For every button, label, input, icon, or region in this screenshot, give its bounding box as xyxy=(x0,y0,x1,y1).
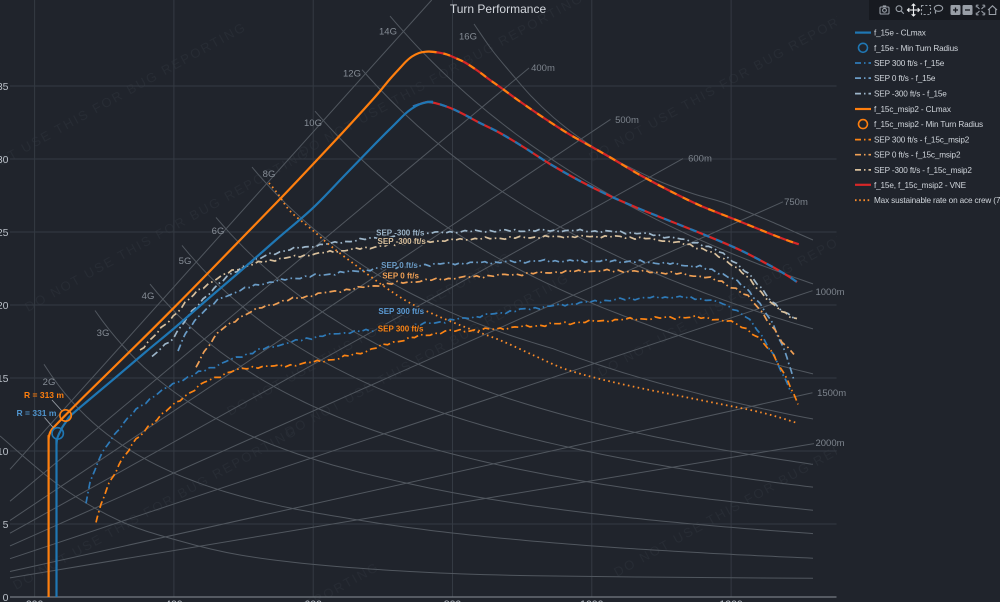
svg-text:12G: 12G xyxy=(343,69,361,80)
svg-text:Turn Performance: Turn Performance xyxy=(450,2,547,16)
svg-text:SEP -300 ft/s - f_15c_msip2: SEP -300 ft/s - f_15c_msip2 xyxy=(874,166,972,175)
svg-text:400m: 400m xyxy=(531,63,555,74)
svg-text:750m: 750m xyxy=(784,197,808,208)
svg-text:1000: 1000 xyxy=(580,599,604,602)
svg-text:2000m: 2000m xyxy=(815,438,844,449)
svg-text:400: 400 xyxy=(165,599,183,602)
svg-text:35: 35 xyxy=(0,81,9,93)
svg-text:SEP 300 ft/s - f_15e: SEP 300 ft/s - f_15e xyxy=(874,59,945,68)
svg-text:SEP -300 ft/s: SEP -300 ft/s xyxy=(378,237,427,246)
svg-text:5: 5 xyxy=(3,519,9,531)
svg-text:15: 15 xyxy=(0,373,9,385)
svg-text:4G: 4G xyxy=(142,291,155,302)
svg-text:16G: 16G xyxy=(459,32,477,43)
svg-text:10: 10 xyxy=(0,446,9,458)
svg-text:SEP 0 ft/s: SEP 0 ft/s xyxy=(381,261,418,270)
svg-text:600: 600 xyxy=(304,599,322,602)
svg-text:0: 0 xyxy=(3,592,9,602)
svg-text:f_15e - Min Turn Radius: f_15e - Min Turn Radius xyxy=(874,44,958,53)
svg-text:200: 200 xyxy=(26,599,44,602)
svg-text:SEP 0 ft/s: SEP 0 ft/s xyxy=(382,272,419,281)
svg-text:SEP -300 ft/s - f_15e: SEP -300 ft/s - f_15e xyxy=(874,90,947,99)
svg-text:R = 313 m: R = 313 m xyxy=(24,390,64,400)
svg-text:30: 30 xyxy=(0,154,9,166)
svg-text:SEP 300 ft/s: SEP 300 ft/s xyxy=(378,325,424,334)
svg-text:2G: 2G xyxy=(43,377,56,388)
svg-text:500m: 500m xyxy=(615,115,639,126)
svg-text:1500m: 1500m xyxy=(817,388,846,399)
svg-text:f_15c_msip2 - Min Turn Radius: f_15c_msip2 - Min Turn Radius xyxy=(874,120,983,129)
svg-text:25: 25 xyxy=(0,227,9,239)
svg-text:14G: 14G xyxy=(379,27,397,38)
svg-text:800: 800 xyxy=(444,599,462,602)
svg-text:SEP -300 ft/s: SEP -300 ft/s xyxy=(376,229,425,238)
svg-text:SEP 300 ft/s - f_15c_msip2: SEP 300 ft/s - f_15c_msip2 xyxy=(874,136,970,145)
svg-text:20: 20 xyxy=(0,300,9,312)
svg-text:SEP 0 ft/s - f_15c_msip2: SEP 0 ft/s - f_15c_msip2 xyxy=(874,151,961,160)
svg-text:Max sustainable rate on ace cr: Max sustainable rate on ace crew (7.5G s… xyxy=(874,196,1000,205)
svg-text:6G: 6G xyxy=(212,226,225,237)
svg-text:600m: 600m xyxy=(688,154,712,165)
svg-text:f_15e, f_15c_msip2 - VNE: f_15e, f_15c_msip2 - VNE xyxy=(874,181,967,190)
svg-text:SEP 0 ft/s - f_15e: SEP 0 ft/s - f_15e xyxy=(874,74,936,83)
svg-text:R = 331 m: R = 331 m xyxy=(17,408,57,418)
svg-text:f_15e - CLmax: f_15e - CLmax xyxy=(874,29,926,38)
svg-text:5G: 5G xyxy=(179,256,192,267)
svg-text:f_15c_msip2 - CLmax: f_15c_msip2 - CLmax xyxy=(874,105,951,114)
svg-text:1000m: 1000m xyxy=(815,287,844,298)
svg-text:8G: 8G xyxy=(263,169,276,180)
svg-text:10G: 10G xyxy=(304,118,322,129)
svg-text:SEP 300 ft/s: SEP 300 ft/s xyxy=(378,307,424,316)
svg-text:1200: 1200 xyxy=(719,599,743,602)
svg-text:3G: 3G xyxy=(97,328,110,339)
